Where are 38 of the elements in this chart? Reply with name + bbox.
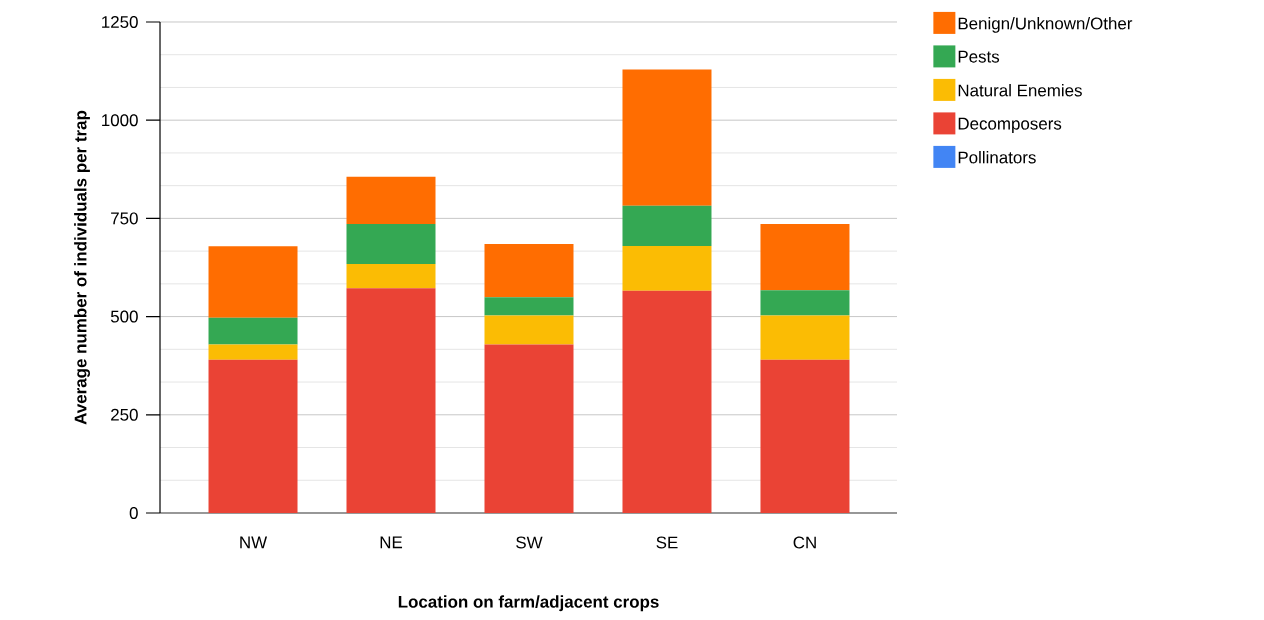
y-tick-label: 750: [111, 212, 138, 225]
legend-label: Benign/Unknown/Other: [958, 17, 1133, 33]
bar: [760, 290, 850, 316]
bar: [760, 223, 850, 291]
y-tick-label: 250: [111, 408, 138, 421]
bar: [484, 243, 574, 298]
bar: [208, 344, 298, 360]
bar: [760, 359, 850, 513]
bar: [346, 176, 436, 224]
bar: [622, 205, 712, 246]
x-tick-label: SE: [656, 536, 678, 549]
y-tick-label: 0: [129, 506, 138, 519]
bar: [208, 359, 298, 513]
bar: [484, 344, 574, 513]
bar: [760, 315, 850, 360]
x-axis-title: Location on farm/adjacent crops: [398, 595, 659, 612]
bar: [622, 69, 712, 206]
x-tick-label: NW: [240, 536, 268, 549]
legend-label: Pollinators: [958, 151, 1036, 164]
bar: [208, 317, 298, 345]
x-tick-label: NE: [380, 536, 403, 549]
x-tick-label: SW: [516, 536, 543, 549]
legend-label: Decomposers: [958, 117, 1062, 133]
bar: [346, 263, 436, 289]
y-tick-label: 1250: [102, 15, 138, 28]
y-axis-title: Average number of individuals per trap: [74, 110, 90, 425]
legend-label: Pests: [958, 50, 1000, 63]
bar: [346, 288, 436, 513]
x-tick-label: CN: [793, 536, 816, 549]
bar: [484, 315, 574, 345]
y-tick-label: 1000: [102, 114, 138, 127]
y-tick-label: 500: [110, 310, 138, 323]
bar: [622, 290, 712, 513]
legend-label: Natural Enemies: [958, 84, 1082, 97]
bar: [208, 246, 298, 318]
bar: [484, 297, 574, 316]
bar: [346, 223, 436, 264]
bar: [622, 245, 712, 291]
